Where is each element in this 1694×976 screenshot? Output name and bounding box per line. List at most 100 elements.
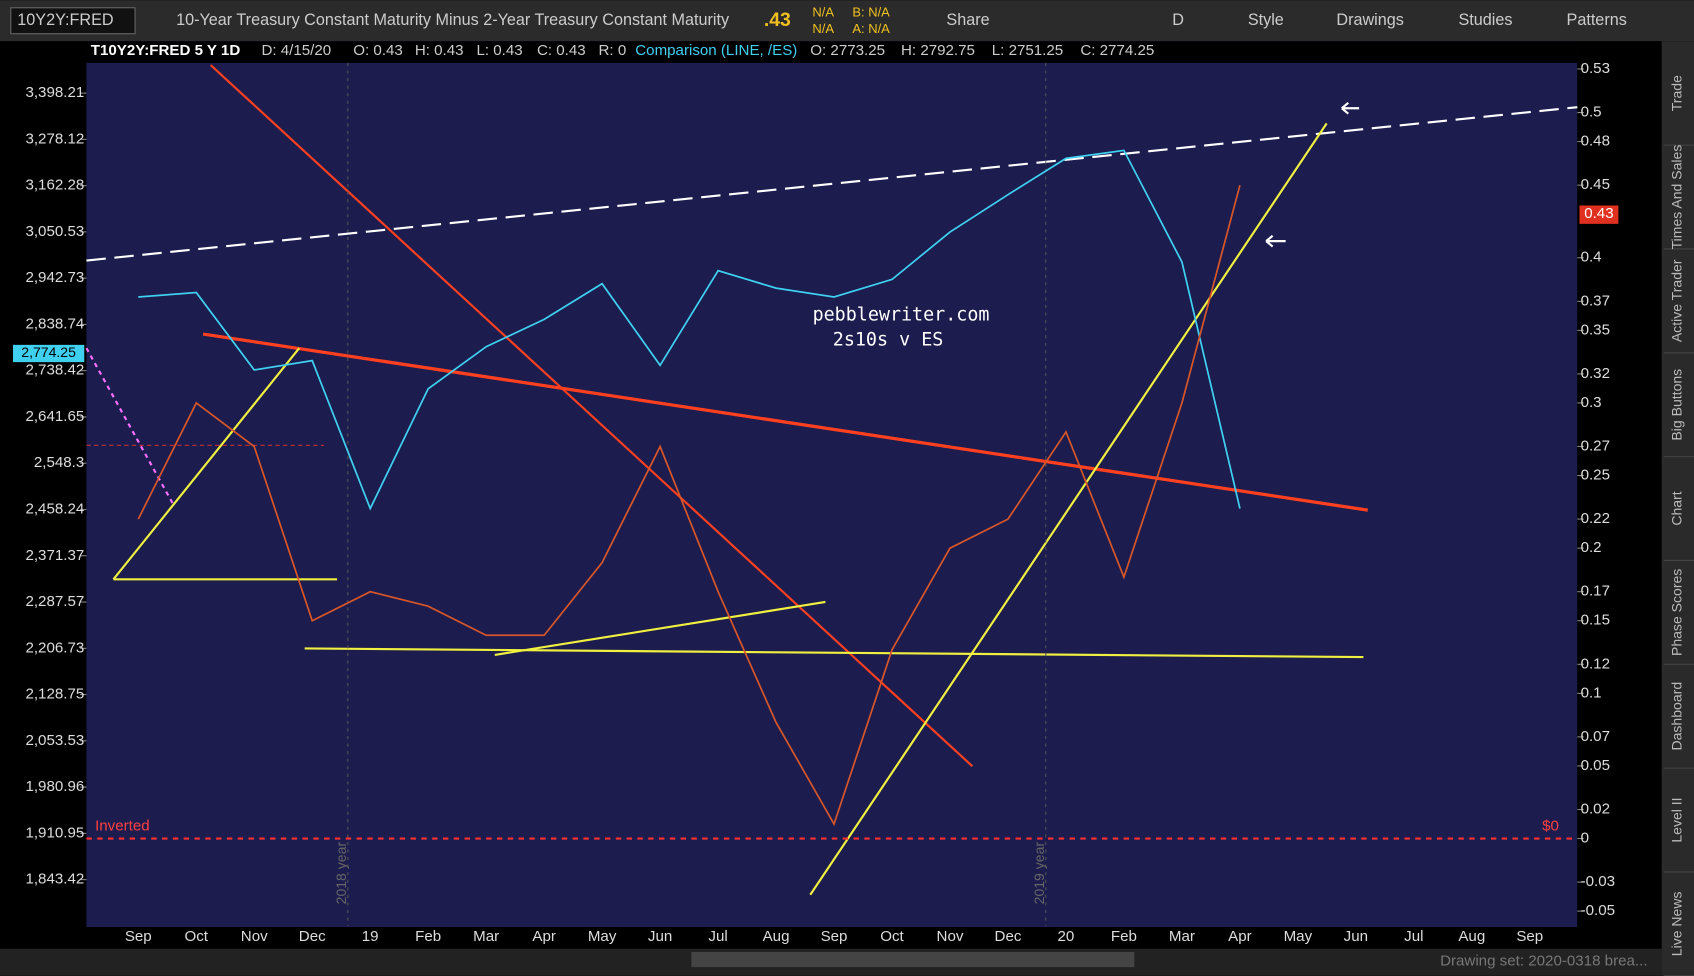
style-button[interactable]: Style [1248,11,1284,29]
year-label: 2019 year [1031,842,1047,905]
y2-tick-label: 0.5 [1581,104,1602,121]
y2-tick-label: 0.12 [1581,655,1610,672]
y2-tick-label: 0.1 [1581,684,1602,701]
symbol[interactable]: 10Y2Y:FRED [17,11,113,29]
x-tick-label: Feb [1111,928,1137,945]
description: 10-Year Treasury Constant Maturity Minus… [176,11,730,29]
y-tick-label: 2,641.65 [25,408,84,425]
right-axis-panel [1577,41,1662,928]
last-value-label: 2,774.25 [21,344,76,360]
ohlc: C: 2774.25 [1080,42,1154,59]
y2-tick-label: 0.53 [1581,60,1610,77]
x-tick-label: Oct [185,928,209,945]
trendlines [85,62,1578,927]
ohlc: D: 4/15/20 [261,42,331,59]
y2-tick-label: 0.22 [1581,510,1610,527]
studies-button[interactable]: Studies [1458,11,1512,29]
sidebar-tab[interactable]: Times And Sales [1668,145,1684,250]
yellow-trendline [809,122,1328,896]
y-tick-label: 1,843.42 [25,871,84,888]
x-tick-label: Oct [880,928,904,945]
y-tick-label: 2,128.75 [25,686,84,703]
y2-tick-label: -0.05 [1581,902,1615,919]
x-tick-label: Nov [241,928,268,945]
y2-tick-label: 0.05 [1581,757,1610,774]
y-tick-label: 2,053.53 [25,732,84,749]
sidebar-tab[interactable]: Phase Scores [1668,569,1684,656]
comparison-label: Comparison (LINE, /ES) [635,42,797,59]
y-tick-label: 3,278.12 [25,130,84,147]
header-bar [86,41,1578,63]
sidebar-tab[interactable]: Chart [1668,491,1684,525]
dashed-channel [86,106,1578,262]
watermark: pebblewriter.com [813,305,990,326]
yellow-trendline [304,647,1364,659]
y2-tick-label: 0 [1581,830,1589,847]
y-tick-label: 3,398.21 [25,84,84,101]
y-tick-label: 2,206.73 [25,639,84,656]
x-tick-label: May [1284,928,1313,945]
y2-tick-label: 0.35 [1581,321,1610,338]
last-value-badge [12,344,85,363]
y-tick-label: 2,942.73 [25,269,84,286]
x-tick-label: Nov [937,928,964,945]
red-trendline [202,332,1368,512]
drawing-set[interactable]: Drawing set: 2020-0318 brea... [1440,953,1647,970]
y-tick-label: 2,738.42 [25,362,84,379]
y2-tick-label: 0.4 [1581,249,1602,266]
x-tick-label: Sep [821,928,848,945]
sidebar-tab[interactable]: Trade [1668,75,1684,111]
x-tick-label: Jul [1404,928,1423,945]
arrow [1265,234,1286,248]
plot-area [86,41,1578,928]
year-label: 2018 year [333,842,349,905]
y2-tick-label: 0.17 [1581,583,1610,600]
y2-tick-label: 0.25 [1581,467,1610,484]
y2-tick-label: -0.03 [1581,873,1615,890]
na: N/A [812,5,834,20]
x-tick-label: Dec [995,928,1022,945]
symbol-box[interactable] [10,7,136,35]
x-tick-label: Aug [1458,928,1485,945]
y-tick-label: 2,458.24 [25,500,84,517]
drawings-button[interactable]: Drawings [1336,11,1403,29]
last-value2-badge [1579,205,1619,224]
period-button[interactable]: D [1172,11,1184,29]
y2-tick-label: 0.07 [1581,728,1610,745]
sidebar-tab[interactable]: Dashboard [1668,682,1684,751]
x-tick-label: Apr [1228,928,1252,945]
x-tick-label: May [588,928,617,945]
sidebar [1661,41,1694,976]
x-tick-label: 20 [1058,928,1075,945]
y-tick-label: 1,980.96 [25,778,84,795]
ohlc: L: 0.43 [476,42,522,59]
yellow-trendline [494,600,826,656]
sidebar-tab[interactable]: Live News [1668,891,1684,956]
red-trendline [209,64,974,767]
ohlc: O: 0.43 [353,42,403,59]
sidebar-tab[interactable]: Big Buttons [1668,369,1684,441]
y2-tick-label: 0.32 [1581,365,1610,382]
ohlc: C: 0.43 [537,42,586,59]
sidebar-tab[interactable]: Active Trader [1668,259,1684,342]
x-tick-label: Jun [648,928,672,945]
y-tick-label: 3,162.28 [25,177,84,194]
x-tick-label: Dec [299,928,326,945]
yellow-trendline [112,347,301,580]
arrow [1341,102,1360,115]
inverted-label: Inverted [95,818,150,835]
ohlc: H: 2792.75 [901,42,975,59]
bid: B: N/A [852,5,890,20]
patterns-button[interactable]: Patterns [1567,11,1627,29]
sidebar-tab[interactable]: Level II [1668,797,1684,842]
scrollbar-thumb[interactable] [691,952,1135,968]
y2-tick-label: 0.02 [1581,800,1610,817]
left-axis-panel [0,41,87,928]
y2-tick-label: 0.48 [1581,133,1610,150]
na: N/A [812,21,834,36]
share-button[interactable]: Share [946,11,989,29]
y2-tick-label: 0.37 [1581,292,1610,309]
ohlc: R: 0 [599,42,627,59]
y2-tick-label: 0.27 [1581,437,1610,454]
ohlc: O: 2773.25 [810,42,885,59]
